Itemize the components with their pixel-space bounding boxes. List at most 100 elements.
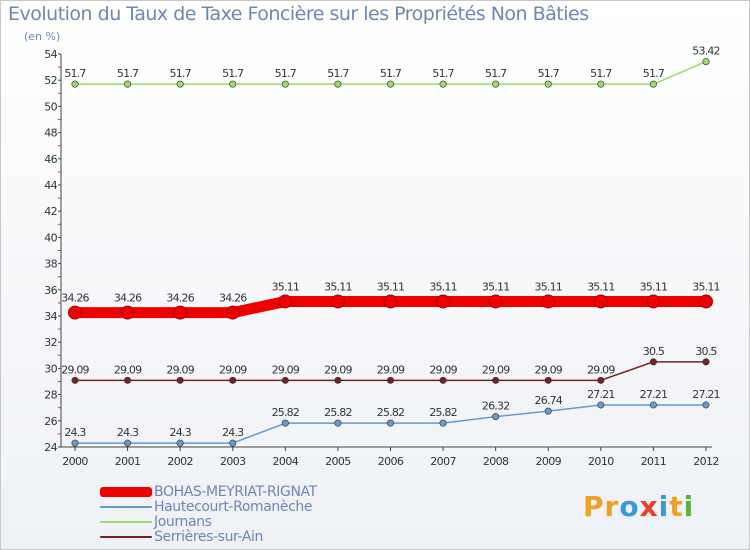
y-tick-label: 38 xyxy=(44,258,57,271)
data-label: 51.7 xyxy=(64,67,86,80)
y-tick-label: 46 xyxy=(44,153,57,166)
data-point xyxy=(702,358,710,366)
data-label: 51.7 xyxy=(538,67,560,80)
x-tick-label: 2003 xyxy=(220,455,246,468)
data-label: 29.09 xyxy=(324,363,352,376)
legend-item: Serrières-sur-Ain xyxy=(100,528,317,545)
data-label: 29.09 xyxy=(61,363,89,376)
y-tick-label: 40 xyxy=(44,231,57,244)
data-label: 27.21 xyxy=(692,388,720,401)
legend-label: Journans xyxy=(154,513,212,530)
data-label: 34.26 xyxy=(166,292,194,305)
data-point xyxy=(176,376,184,384)
y-tick-label: 28 xyxy=(44,389,57,402)
x-tick-label: 2008 xyxy=(483,455,509,468)
x-tick-label: 2002 xyxy=(167,455,193,468)
data-point xyxy=(229,439,237,447)
data-point xyxy=(71,376,79,384)
data-label: 27.21 xyxy=(640,388,668,401)
data-point xyxy=(173,305,188,320)
x-tick-label: 2005 xyxy=(325,455,351,468)
data-point xyxy=(597,376,605,384)
logo-letter: P xyxy=(583,490,605,523)
legend-label: Serrières-sur-Ain xyxy=(154,528,263,545)
data-point xyxy=(386,376,394,384)
data-label: 27.21 xyxy=(587,388,615,401)
data-point xyxy=(544,80,552,88)
data-label: 24.3 xyxy=(64,426,86,439)
unit-label: (en %) xyxy=(24,30,61,43)
data-label: 51.7 xyxy=(432,67,454,80)
y-tick-label: 48 xyxy=(44,127,57,140)
proxiti-logo: Proxiti xyxy=(583,490,694,523)
legend-label: BOHAS-MEYRIAT-RIGNAT xyxy=(154,483,317,500)
data-label: 29.09 xyxy=(429,363,457,376)
x-tick-label: 2000 xyxy=(62,455,88,468)
data-label: 25.82 xyxy=(429,406,457,419)
legend-swatch xyxy=(100,520,152,523)
data-label: 35.11 xyxy=(429,280,457,293)
data-point xyxy=(71,439,79,447)
data-point xyxy=(334,80,342,88)
data-label: 24.3 xyxy=(117,426,139,439)
data-label: 34.26 xyxy=(219,292,247,305)
data-point xyxy=(439,80,447,88)
data-point xyxy=(649,358,657,366)
data-point xyxy=(439,419,447,427)
logo-letter: i xyxy=(683,490,695,523)
data-point xyxy=(334,376,342,384)
data-point xyxy=(649,80,657,88)
data-label: 29.09 xyxy=(482,363,510,376)
legend-swatch xyxy=(100,486,152,497)
data-label: 51.7 xyxy=(643,67,665,80)
data-point xyxy=(544,376,552,384)
data-point xyxy=(124,80,132,88)
data-point xyxy=(281,419,289,427)
legend-item: Journans xyxy=(100,513,317,530)
x-tick-label: 2012 xyxy=(693,455,719,468)
data-point xyxy=(176,80,184,88)
y-tick-label: 42 xyxy=(44,205,57,218)
data-label: 25.82 xyxy=(377,406,405,419)
legend: BOHAS-MEYRIAT-RIGNAT Hautecourt-Romanèche… xyxy=(100,483,317,545)
data-label: 29.09 xyxy=(272,363,300,376)
data-label: 26.74 xyxy=(535,394,563,407)
data-label: 30.5 xyxy=(643,345,665,358)
data-label: 51.7 xyxy=(380,67,402,80)
data-point xyxy=(492,413,500,421)
data-point xyxy=(492,80,500,88)
x-tick-label: 2004 xyxy=(273,455,299,468)
data-label: 29.09 xyxy=(587,363,615,376)
data-label: 51.7 xyxy=(485,67,507,80)
data-label: 25.82 xyxy=(272,406,300,419)
logo-letter: o xyxy=(619,490,640,523)
data-point xyxy=(281,376,289,384)
data-point xyxy=(436,294,451,309)
legend-item: BOHAS-MEYRIAT-RIGNAT xyxy=(100,483,317,500)
data-point xyxy=(702,401,710,409)
y-tick-label: 50 xyxy=(44,100,57,113)
data-label: 34.26 xyxy=(114,292,142,305)
data-point xyxy=(330,294,345,309)
data-point xyxy=(71,80,79,88)
data-point xyxy=(124,439,132,447)
data-label: 51.7 xyxy=(170,67,192,80)
x-tick-label: 2010 xyxy=(588,455,614,468)
data-point xyxy=(229,376,237,384)
data-point xyxy=(544,407,552,415)
y-tick-label: 32 xyxy=(44,336,57,349)
data-label: 29.09 xyxy=(114,363,142,376)
data-label: 29.09 xyxy=(377,363,405,376)
data-point xyxy=(439,376,447,384)
data-label: 24.3 xyxy=(170,426,192,439)
y-tick-label: 36 xyxy=(44,284,57,297)
data-point xyxy=(281,80,289,88)
data-label: 30.5 xyxy=(695,345,717,358)
data-label: 35.11 xyxy=(692,280,720,293)
logo-letter: r xyxy=(604,490,620,523)
data-point xyxy=(541,294,556,309)
data-label: 25.82 xyxy=(324,406,352,419)
legend-swatch xyxy=(100,535,152,538)
